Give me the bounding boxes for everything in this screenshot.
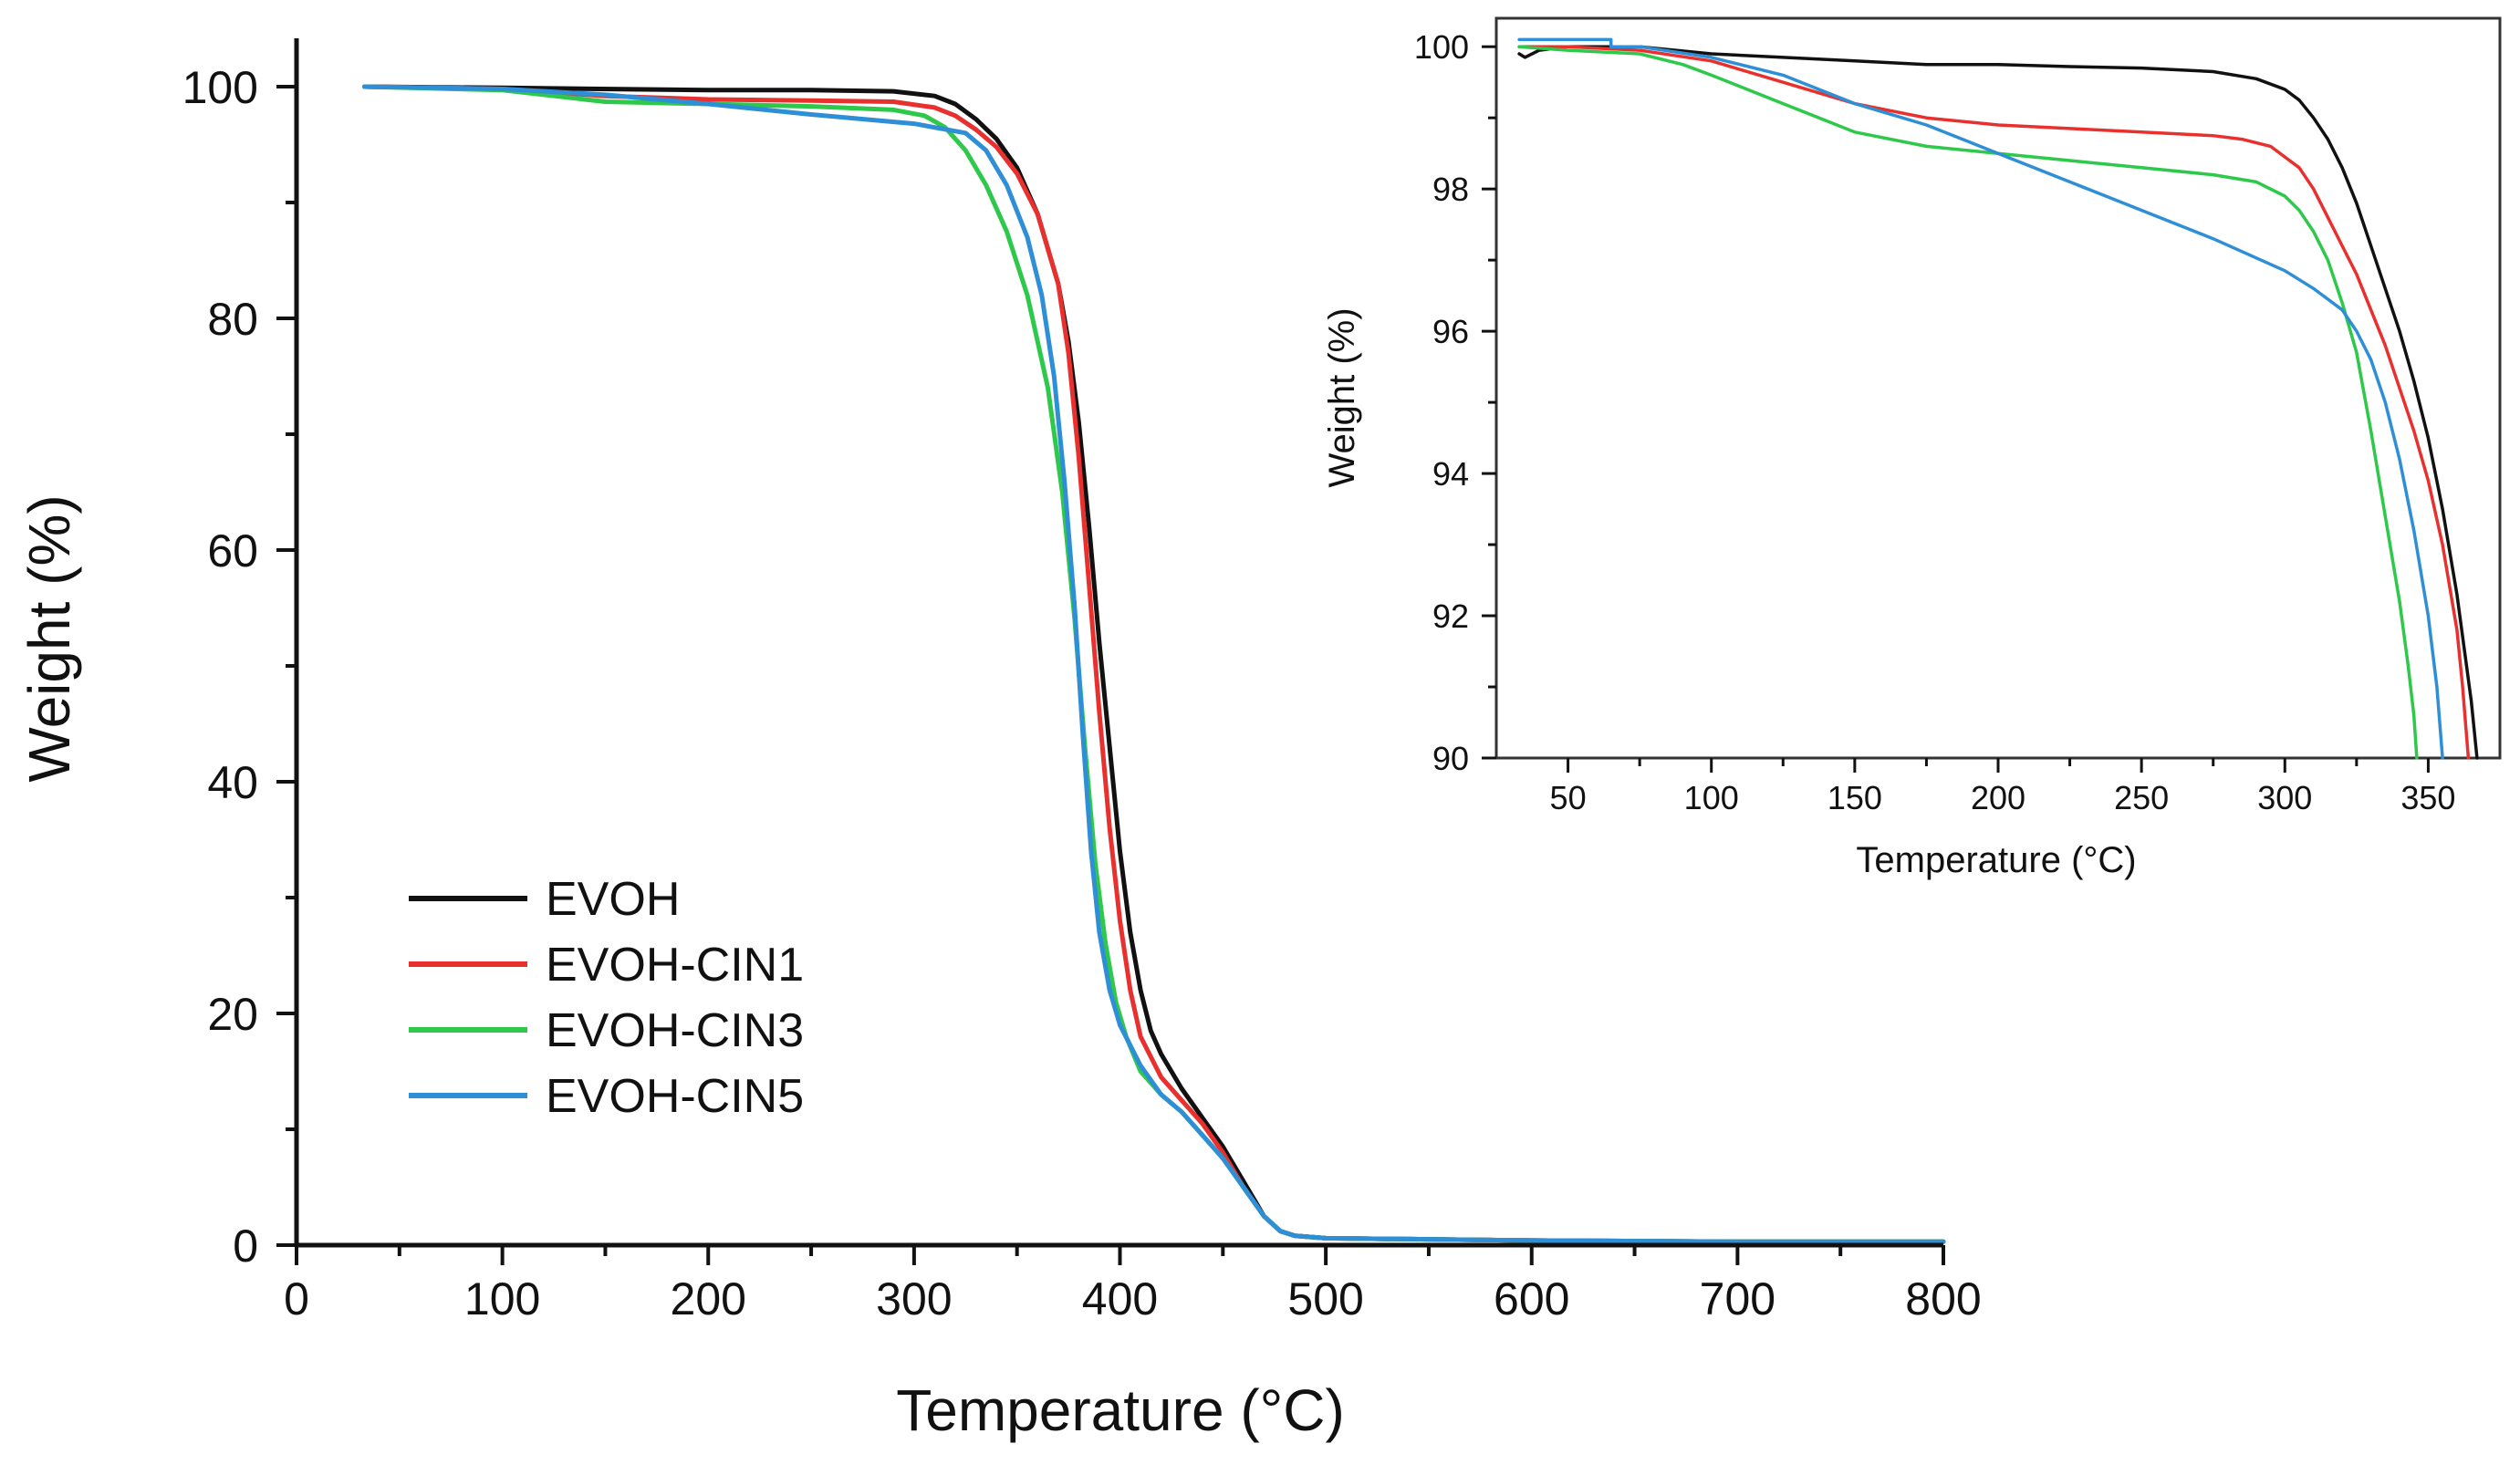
inset-frame [1494,16,2502,760]
inset-series-line-evoh [1517,45,2479,760]
main-x-tick-label: 200 [671,1273,746,1324]
inset-x-tick-label: 100 [1684,779,1739,816]
inset-y-tick-label: 92 [1432,597,1469,635]
inset-series-line-evoh-cin1 [1517,45,2471,760]
inset-x-tick-label: 200 [1971,779,2025,816]
inset-chart: 50 100 150 200 250 300 350 90 92 94 96 98 100 Tempe… [1322,16,2502,880]
main-y-tick-label: 20 [207,989,258,1040]
main-x-tick-label: 100 [464,1273,540,1324]
main-y-tick-label: 0 [233,1221,258,1272]
main-y-tick-label: 100 [182,62,258,113]
inset-x-tick-label: 50 [1550,779,1587,816]
inset-series-line-evoh-cin3 [1517,45,2419,760]
inset-y-ticks: 90 92 94 96 98 100 [1414,28,1496,777]
inset-y-tick-label: 96 [1432,313,1469,350]
inset-x-tick-label: 150 [1828,779,1882,816]
main-chart: 0 100 200 300 400 500 600 700 800 0 20 40 60 80 100 T… [16,38,1982,1443]
main-y-tick-label: 80 [207,294,258,345]
main-x-tick-label: 800 [1905,1273,1981,1324]
main-y-tick-label: 60 [207,525,258,576]
inset-x-tick-label: 250 [2114,779,2169,816]
inset-y-tick-label: 100 [1414,28,1469,66]
inset-y-tick-label: 94 [1432,455,1469,493]
legend: EVOH EVOH-CIN1 EVOH-CIN3 EVOH-CIN5 [409,873,804,1123]
inset-y-tick-label: 90 [1432,740,1469,777]
inset-x-ticks: 50 100 150 200 250 300 350 [1550,758,2455,816]
main-x-tick-label: 0 [284,1273,309,1324]
main-x-ticks: 0 100 200 300 400 500 600 700 800 [284,1245,1982,1324]
inset-x-tick-label: 350 [2400,779,2455,816]
inset-y-axis-title: Weight (%) [1322,307,1362,487]
legend-label-evoh-cin3: EVOH-CIN3 [546,1004,804,1057]
main-x-tick-label: 400 [1082,1273,1158,1324]
main-x-tick-label: 600 [1494,1273,1569,1324]
main-curves [362,84,1946,1244]
inset-x-axis-title: Temperature (°C) [1856,840,2136,880]
main-series-line-evoh-cin5 [362,84,1946,1244]
main-x-tick-label: 700 [1700,1273,1775,1324]
legend-label-evoh: EVOH [546,873,680,926]
inset-curves [1517,37,2479,760]
inset-series-line-evoh-cin5 [1517,37,2444,760]
main-y-tick-label: 40 [207,757,258,808]
main-x-axis-title: Temperature (°C) [896,1377,1345,1443]
main-y-axis-title: Weight (%) [16,494,82,782]
inset-x-tick-label: 300 [2257,779,2312,816]
main-x-tick-label: 300 [876,1273,952,1324]
legend-label-evoh-cin1: EVOH-CIN1 [546,939,804,992]
inset-y-tick-label: 98 [1432,171,1469,208]
legend-label-evoh-cin5: EVOH-CIN5 [546,1070,804,1123]
main-y-ticks: 0 20 40 60 80 100 [182,62,297,1272]
main-x-tick-label: 500 [1287,1273,1363,1324]
